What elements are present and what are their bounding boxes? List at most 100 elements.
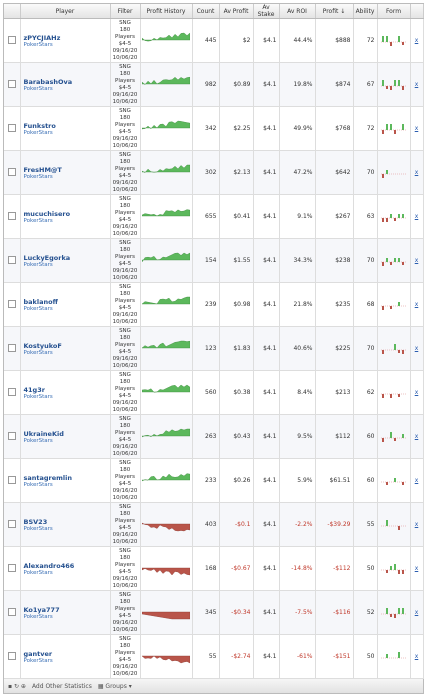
column-header[interactable]: Av Profit [219, 4, 254, 19]
remove-button[interactable]: x [414, 169, 419, 176]
filter-line: $4-5 [118, 216, 132, 223]
filter-cell: SNG 180 Players $4-5 09/16/20 10/06/20 [110, 282, 141, 327]
remove-button[interactable]: x [414, 213, 419, 220]
form-bar [381, 393, 384, 401]
column-header[interactable]: Av Stake [253, 4, 280, 19]
player-name[interactable]: santagremlin [23, 473, 73, 482]
row-checkbox[interactable] [7, 123, 16, 132]
row-checkbox[interactable] [7, 167, 16, 176]
av-profit-cell: $0.26 [219, 458, 254, 503]
row-checkbox[interactable] [7, 299, 16, 308]
row-checkbox[interactable] [7, 519, 16, 528]
player-row: BSV23 PokerStars SNG 180 Players $4-5 09/16/20… [4, 502, 424, 547]
remove-button[interactable]: x [414, 125, 419, 132]
form-bar [381, 437, 384, 445]
remove-button[interactable]: x [414, 389, 419, 396]
groups-button[interactable]: ▦ Groups ▾ [97, 682, 132, 690]
column-header[interactable]: Filter [110, 4, 141, 19]
form-bar [393, 129, 396, 137]
player-name[interactable]: FresHM@T [23, 165, 62, 174]
remove-button[interactable]: x [414, 301, 419, 308]
av-stake-cell: $4.1 [253, 502, 280, 547]
row-checkbox[interactable] [7, 651, 16, 660]
player-row: KostyukoF PokerStars SNG 180 Players $4-5 09/1… [4, 326, 424, 371]
column-header[interactable]: Av ROI [279, 4, 316, 19]
player-name[interactable]: Ko1ya777 [23, 605, 60, 614]
remove-button[interactable]: x [414, 37, 419, 44]
remove-button[interactable]: x [414, 565, 419, 572]
filter-line: 180 [119, 246, 131, 253]
av-profit-cell: $1.55 [219, 238, 254, 283]
row-checkbox[interactable] [7, 607, 16, 616]
profit-cell: $238 [315, 238, 354, 283]
form-bars [380, 123, 407, 137]
ability-cell: 70 [353, 238, 378, 283]
player-name[interactable]: KostyukoF [23, 341, 62, 350]
sparkline-area [141, 655, 191, 663]
filter-line: Players [115, 209, 135, 216]
player-name[interactable]: BSV23 [23, 517, 48, 526]
remove-button[interactable]: x [414, 477, 419, 484]
row-checkbox[interactable] [7, 431, 16, 440]
row-checkbox[interactable] [7, 255, 16, 264]
row-checkbox[interactable] [7, 343, 16, 352]
player-name[interactable]: baklanoff [23, 297, 58, 306]
select-cell [4, 590, 21, 635]
remove-button[interactable]: x [414, 81, 419, 88]
filter-line: Players [115, 385, 135, 392]
player-name[interactable]: Funkstro [23, 121, 56, 130]
count-cell: 168 [192, 546, 220, 591]
history-cell [140, 590, 193, 635]
form-cell [377, 194, 411, 239]
filter-line: SNG [119, 415, 131, 422]
column-header[interactable]: Count [192, 4, 220, 19]
form-bars [380, 343, 407, 357]
player-row: 41g3r PokerStars SNG 180 Players $4-5 09/16/20… [4, 370, 424, 415]
player-name[interactable]: zPYCJIAHz [23, 33, 61, 42]
filter-line: Players [115, 253, 135, 260]
row-checkbox[interactable] [7, 211, 16, 220]
form-bars [380, 79, 407, 93]
player-name[interactable]: mucuchisero [23, 209, 71, 218]
filter-line: Players [115, 561, 135, 568]
column-header[interactable]: Player [20, 4, 111, 19]
filter-line: $4-5 [118, 480, 132, 487]
form-bars [380, 35, 407, 49]
av-profit-cell: $2 [219, 18, 254, 63]
av-stake-cell: $4.1 [253, 150, 280, 195]
column-header[interactable]: Profit ↓ [315, 4, 354, 19]
row-checkbox[interactable] [7, 475, 16, 484]
row-checkbox[interactable] [7, 563, 16, 572]
player-cell: BSV23 PokerStars [20, 502, 111, 547]
filter-line: 09/16/20 [112, 47, 138, 54]
player-name[interactable]: LuckyEgorka [23, 253, 71, 262]
remove-button[interactable]: x [414, 521, 419, 528]
player-name[interactable]: UkraineKid [23, 429, 64, 438]
column-header[interactable]: Form [377, 4, 411, 19]
remove-button[interactable]: x [414, 653, 419, 660]
remove-button[interactable]: x [414, 257, 419, 264]
form-bar [385, 35, 388, 42]
form-bar [397, 349, 400, 353]
form-bar [389, 565, 392, 570]
row-checkbox[interactable] [7, 35, 16, 44]
form-bar [393, 613, 396, 621]
player-cell: mucuchisero PokerStars [20, 194, 111, 239]
column-header[interactable]: Profit History [140, 4, 193, 19]
form-bars [380, 651, 407, 658]
row-checkbox[interactable] [7, 79, 16, 88]
player-name[interactable]: Alexandro466 [23, 561, 75, 570]
add-statistics[interactable]: Add Other Statistics [31, 682, 92, 690]
row-checkbox[interactable] [7, 387, 16, 396]
form-cell [377, 62, 411, 107]
column-header[interactable]: Ability [353, 4, 378, 19]
player-row: gantver PokerStars SNG 180 Players $4-5 09/16/… [4, 634, 424, 679]
remove-button[interactable]: x [414, 433, 419, 440]
remove-button[interactable]: x [414, 345, 419, 352]
player-name[interactable]: gantver [23, 649, 53, 658]
player-name[interactable]: BarabashOva [23, 77, 73, 86]
form-bar [401, 569, 404, 577]
remove-button[interactable]: x [414, 609, 419, 616]
player-name[interactable]: 41g3r [23, 385, 45, 394]
player-cell: UkraineKid PokerStars [20, 414, 111, 459]
